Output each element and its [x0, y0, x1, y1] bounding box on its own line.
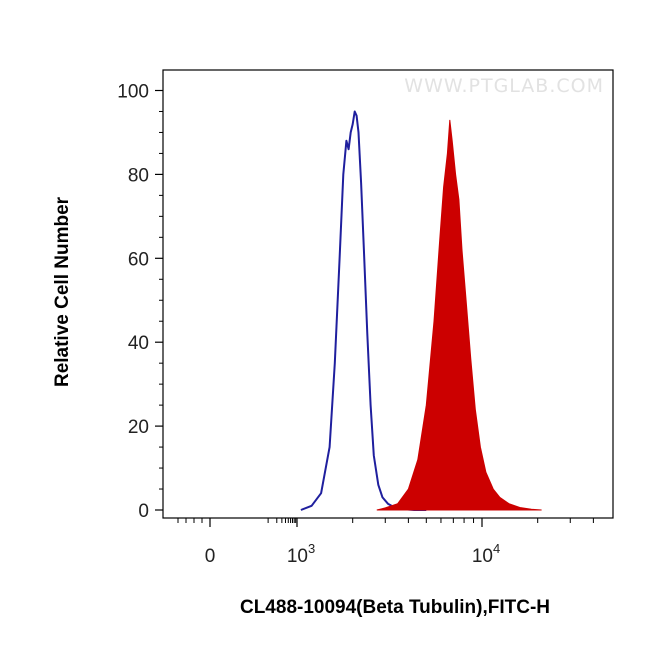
x-tick-label: 104 [472, 541, 500, 567]
control-histogram [300, 110, 427, 511]
plot-frame [162, 69, 614, 519]
x-axis-title: CL488-10094(Beta Tubulin),FITC-H [240, 597, 550, 618]
x-tick-label: 103 [287, 541, 315, 567]
sample-histogram [376, 119, 542, 511]
x-tick-label: 0 [205, 546, 216, 567]
y-tick-label: 20 [128, 417, 149, 438]
x-axis: 0 103 104 [177, 518, 594, 567]
series-layer [300, 110, 542, 511]
watermark: WWW.PTGLAB.COM [404, 75, 604, 97]
y-tick-label: 80 [128, 165, 149, 186]
y-tick-label: 60 [128, 249, 149, 270]
y-tick-label: 0 [138, 501, 149, 522]
y-axis: 0 20 40 60 80 100 [117, 82, 163, 522]
y-tick-label: 100 [117, 82, 149, 103]
y-tick-label: 40 [128, 333, 149, 354]
y-axis-title: Relative Cell Number [52, 196, 73, 387]
